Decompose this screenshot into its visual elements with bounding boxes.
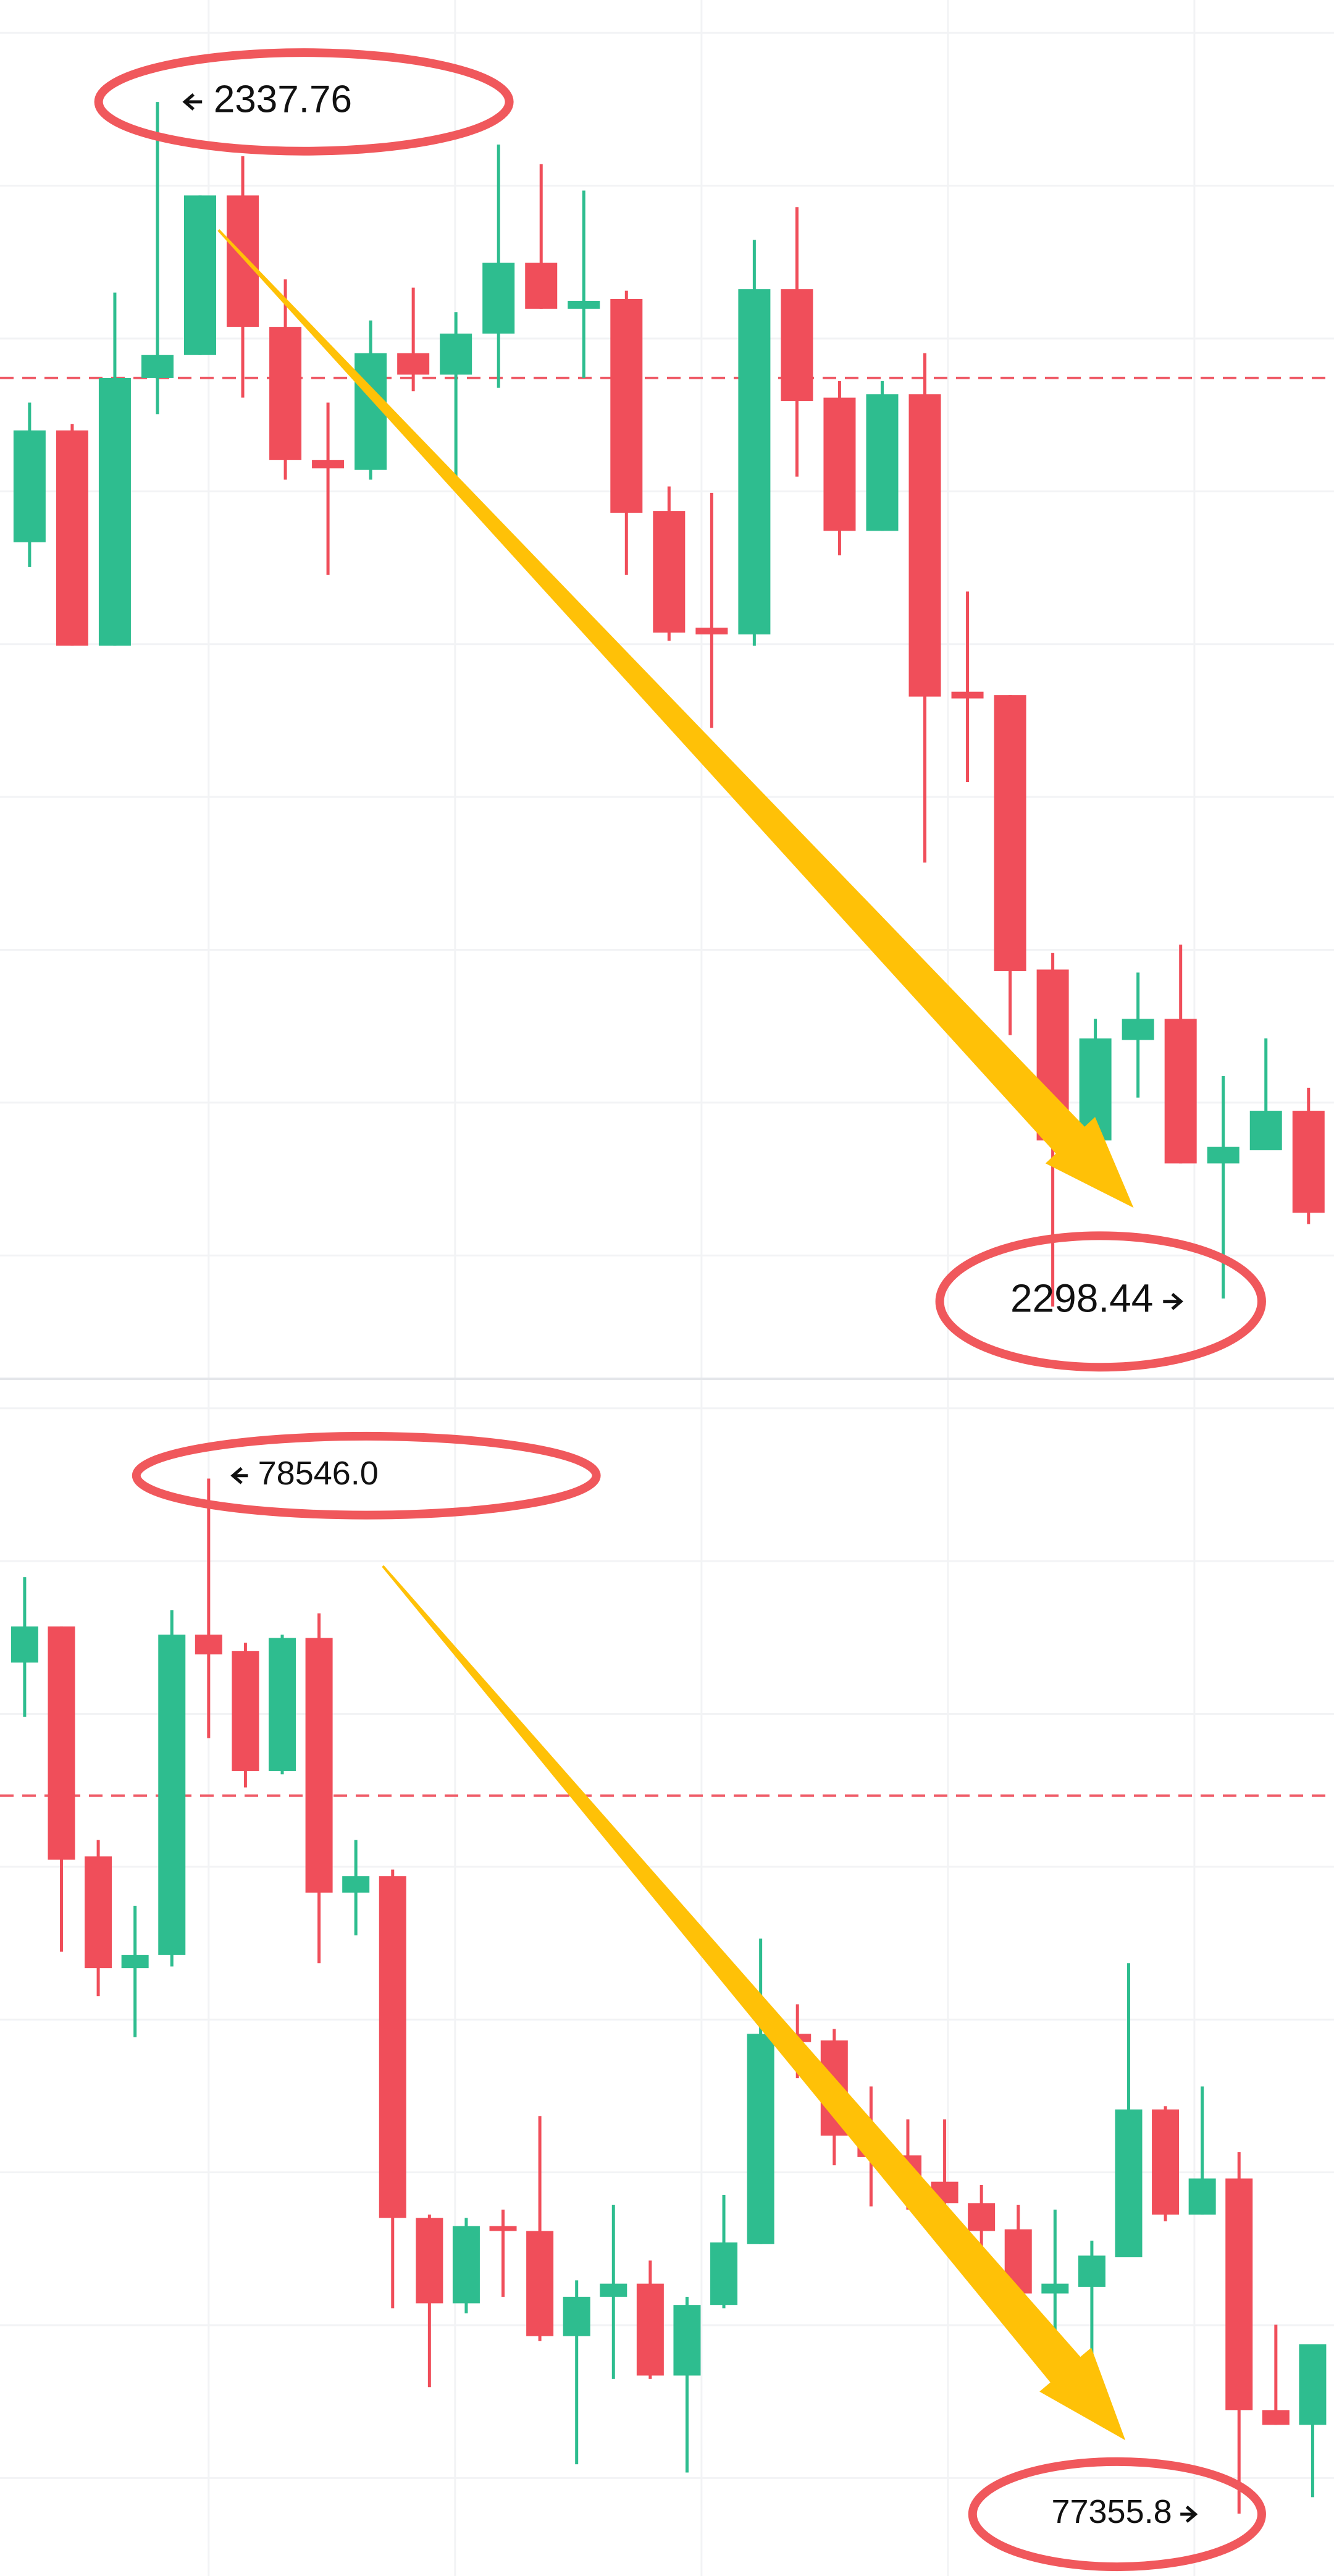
candle-body <box>673 2305 701 2376</box>
candle-body <box>1041 2283 1069 2294</box>
candle-body <box>1164 1019 1197 1164</box>
trend-arrow <box>217 229 1134 1208</box>
candle-body <box>305 1638 333 1893</box>
price-label: 2298.44 <box>1010 1276 1153 1321</box>
price-label: 78546.0 <box>258 1455 379 1492</box>
candle-body <box>568 300 600 309</box>
candle-body <box>269 327 302 460</box>
candle-body <box>1262 2410 1290 2425</box>
candle-body <box>600 2283 627 2297</box>
label-arrow-head <box>1171 1292 1183 1310</box>
candle-body <box>823 397 856 531</box>
highlight-ellipse <box>935 1231 1266 1372</box>
candle-body <box>781 289 813 402</box>
candle-body <box>184 195 216 355</box>
candle-body <box>636 2283 664 2376</box>
candle-body <box>525 263 558 309</box>
candle-body <box>1152 2109 1180 2215</box>
candle-body <box>610 298 643 513</box>
candle-body <box>158 1635 186 1955</box>
candle-body <box>1207 1147 1240 1164</box>
candle-body <box>1299 2344 1327 2425</box>
candle-body <box>13 430 46 542</box>
price-label: 2337.76 <box>214 78 352 120</box>
candle-body <box>98 377 131 646</box>
highlight-ellipse <box>968 2457 1266 2572</box>
candle-body <box>866 394 899 531</box>
candle-body <box>342 1876 370 1893</box>
label-arrow <box>1163 1292 1183 1310</box>
candle-body <box>141 355 174 378</box>
label-arrow-head <box>182 93 195 111</box>
candle-body <box>482 263 515 334</box>
candle-body <box>195 1635 222 1655</box>
candle-body <box>312 460 345 469</box>
candle-body <box>416 2218 443 2304</box>
candle-body <box>56 430 88 646</box>
candle-body <box>227 195 259 327</box>
candle-body <box>1249 1111 1282 1151</box>
trend-arrow <box>382 1565 1126 2441</box>
candle-body <box>269 1638 296 1771</box>
candle-body <box>738 289 771 634</box>
label-arrow <box>230 1467 248 1484</box>
candle-body <box>440 334 472 375</box>
candle-body <box>48 1626 75 1860</box>
candle-body <box>747 2034 774 2244</box>
candle-body <box>397 353 430 375</box>
candle-body <box>489 2226 517 2231</box>
candle-body <box>968 2203 996 2231</box>
candle-body <box>951 691 984 699</box>
candle-body <box>379 1876 406 2218</box>
candle-body <box>121 1955 149 1969</box>
candle-body <box>563 2296 590 2336</box>
candle-body <box>994 695 1026 971</box>
candle-body <box>908 394 941 697</box>
candle-body <box>1122 1019 1154 1040</box>
highlight-ellipse <box>132 1431 601 1520</box>
candle-body <box>85 1856 112 1969</box>
candle-body <box>452 2226 480 2304</box>
candle-body <box>10 1626 38 1663</box>
label-arrow <box>1180 2506 1198 2523</box>
candle-body <box>1292 1111 1325 1213</box>
label-arrow-head <box>1185 2506 1198 2523</box>
candle-body <box>695 628 728 634</box>
price-label: 77355.8 <box>1051 2493 1172 2530</box>
candle-body <box>354 353 387 470</box>
candle-body <box>1115 2109 1143 2258</box>
candle-body <box>1188 2178 1216 2215</box>
candle-body <box>710 2242 738 2305</box>
candle-body <box>232 1651 259 1771</box>
candle-body <box>653 511 686 633</box>
candle-body <box>526 2231 554 2336</box>
label-arrow-head <box>230 1467 243 1484</box>
highlight-ellipse <box>94 48 514 156</box>
label-arrow <box>182 93 203 111</box>
candle-body <box>1078 2255 1105 2287</box>
candle-body <box>1225 2178 1253 2410</box>
